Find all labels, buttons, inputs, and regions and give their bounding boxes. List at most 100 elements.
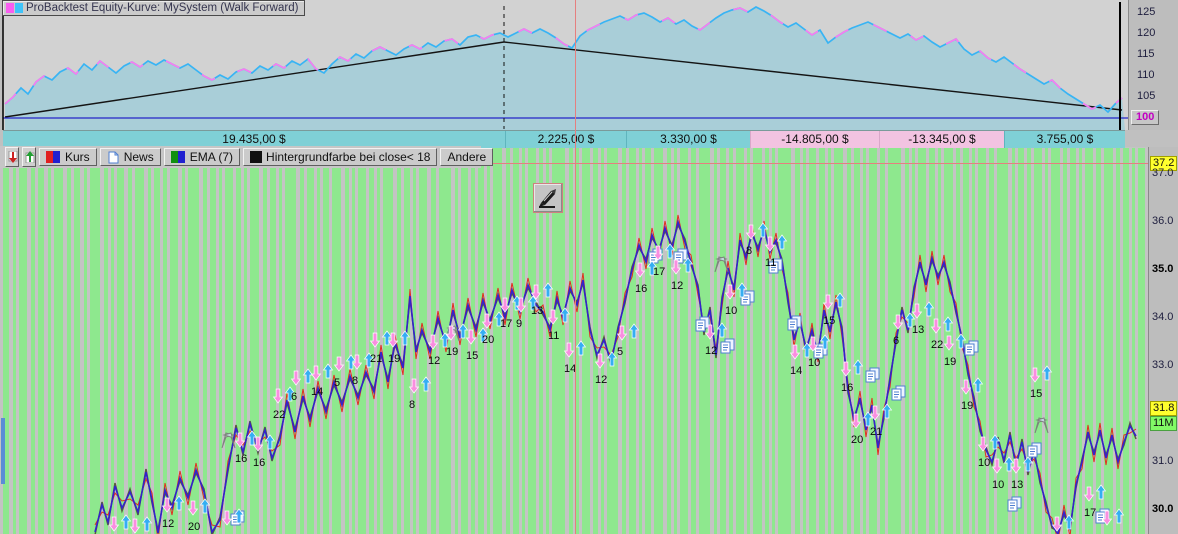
move-panel-down-button[interactable]	[5, 147, 19, 167]
buy-arrow-icon[interactable]	[1003, 456, 1015, 472]
news-event-icon[interactable]	[813, 343, 828, 359]
sell-arrow-icon[interactable]	[850, 413, 862, 429]
trade-marker[interactable]: 12	[427, 332, 451, 367]
buy-arrow-icon[interactable]	[606, 351, 618, 367]
news-event-icon[interactable]	[964, 340, 979, 356]
buy-arrow-icon[interactable]	[477, 327, 489, 343]
trade-marker[interactable]: 6	[290, 368, 314, 403]
sell-arrow-icon[interactable]	[427, 334, 439, 350]
sell-arrow-icon[interactable]	[547, 309, 559, 325]
buy-arrow-icon[interactable]	[664, 243, 676, 259]
news-event-icon[interactable]	[720, 338, 735, 354]
trade-marker[interactable]: 9	[515, 295, 539, 330]
sell-arrow-icon[interactable]	[764, 236, 776, 252]
sell-arrow-icon[interactable]	[943, 335, 955, 351]
sell-arrow-icon[interactable]	[704, 324, 716, 340]
sell-arrow-icon[interactable]	[129, 518, 141, 534]
trade-marker[interactable]: 10	[807, 334, 831, 369]
trade-marker[interactable]: 15	[465, 327, 489, 362]
buy-arrow-icon[interactable]	[942, 316, 954, 332]
news-event-icon[interactable]	[1007, 496, 1022, 512]
trade-marker[interactable]: 13	[911, 301, 935, 336]
trade-marker[interactable]: 14	[310, 363, 334, 398]
buy-arrow-icon[interactable]	[716, 322, 728, 338]
trade-marker[interactable]: 15	[822, 292, 846, 327]
sell-arrow-icon[interactable]	[234, 432, 246, 448]
tab-news[interactable]: News	[99, 148, 161, 166]
buy-arrow-icon[interactable]	[559, 307, 571, 323]
sell-arrow-icon[interactable]	[892, 314, 904, 330]
sell-arrow-icon[interactable]	[272, 388, 284, 404]
trade-marker[interactable]: 22	[930, 316, 954, 351]
buy-arrow-icon[interactable]	[420, 376, 432, 392]
trade-marker[interactable]: 19	[943, 333, 967, 368]
sell-arrow-icon[interactable]	[670, 259, 682, 275]
tab-andere[interactable]: Andere	[440, 148, 494, 166]
sell-arrow-icon[interactable]	[1083, 486, 1095, 502]
sell-arrow-icon[interactable]	[1029, 367, 1041, 383]
trade-marker[interactable]: 8	[745, 222, 769, 257]
trade-marker[interactable]: 12	[161, 495, 185, 530]
trade-marker[interactable]: 16	[634, 260, 658, 295]
sell-arrow-icon[interactable]	[563, 342, 575, 358]
trade-marker[interactable]: 5	[333, 354, 357, 389]
buy-arrow-icon[interactable]	[923, 301, 935, 317]
news-event-icon[interactable]	[673, 248, 688, 264]
trade-marker[interactable]: 8	[408, 376, 432, 411]
sell-arrow-icon[interactable]	[333, 356, 345, 372]
buy-arrow-icon[interactable]	[819, 334, 831, 350]
sell-arrow-icon[interactable]	[745, 224, 757, 240]
sell-arrow-icon[interactable]	[634, 262, 646, 278]
news-event-icon[interactable]	[768, 258, 783, 274]
trade-marker[interactable]: 6	[892, 312, 916, 347]
buy-arrow-icon[interactable]	[322, 363, 334, 379]
tab-ema7[interactable]: EMA (7)	[163, 148, 241, 166]
sell-arrow-icon[interactable]	[530, 284, 542, 300]
buy-arrow-icon[interactable]	[173, 495, 185, 511]
news-event-icon[interactable]	[1027, 442, 1042, 458]
trade-marker[interactable]: 16	[840, 359, 864, 394]
sell-arrow-icon[interactable]	[108, 516, 120, 532]
trade-marker[interactable]: 12	[670, 257, 694, 292]
buy-arrow-icon[interactable]	[264, 434, 276, 450]
trade-marker[interactable]: 16	[252, 434, 276, 469]
buy-arrow-icon[interactable]	[233, 508, 245, 524]
trade-marker[interactable]: 21	[869, 403, 893, 438]
sell-arrow-icon[interactable]	[252, 436, 264, 452]
sell-arrow-icon[interactable]	[616, 325, 628, 341]
sell-arrow-icon[interactable]	[465, 329, 477, 345]
trade-marker[interactable]: 20	[850, 411, 874, 446]
buy-arrow-icon[interactable]	[1095, 484, 1107, 500]
buy-arrow-icon[interactable]	[682, 257, 694, 273]
sell-arrow-icon[interactable]	[789, 344, 801, 360]
buy-arrow-icon[interactable]	[1022, 456, 1034, 472]
sell-arrow-icon[interactable]	[1051, 516, 1063, 532]
trade-marker[interactable]: 20	[187, 498, 211, 533]
trade-marker[interactable]: 12	[704, 322, 728, 357]
sell-arrow-icon[interactable]	[822, 294, 834, 310]
buy-arrow-icon[interactable]	[852, 359, 864, 375]
sell-arrow-icon[interactable]	[351, 354, 363, 370]
buy-arrow-icon[interactable]	[1041, 365, 1053, 381]
sell-arrow-icon[interactable]	[310, 365, 322, 381]
news-event-icon[interactable]	[865, 367, 880, 383]
buy-arrow-icon[interactable]	[757, 222, 769, 238]
move-panel-up-button[interactable]	[22, 147, 36, 167]
sell-arrow-icon[interactable]	[187, 500, 199, 516]
trade-marker[interactable]: 13	[530, 282, 554, 317]
buy-arrow-icon[interactable]	[862, 411, 874, 427]
sell-arrow-icon[interactable]	[481, 313, 493, 329]
buy-arrow-icon[interactable]	[284, 386, 296, 402]
buy-arrow-icon[interactable]	[955, 333, 967, 349]
buy-arrow-icon[interactable]	[1063, 514, 1075, 530]
tab-background-color-indicator[interactable]: Hintergrundfarbe bei close< 18	[243, 148, 438, 166]
sell-arrow-icon[interactable]	[652, 245, 664, 261]
trade-marker[interactable]: 14	[563, 340, 587, 375]
sell-arrow-icon[interactable]	[499, 297, 511, 313]
news-event-icon[interactable]	[891, 385, 906, 401]
sell-arrow-icon[interactable]	[290, 370, 302, 386]
trade-marker[interactable]: 8	[351, 352, 375, 387]
buy-arrow-icon[interactable]	[904, 312, 916, 328]
sell-arrow-icon[interactable]	[408, 378, 420, 394]
